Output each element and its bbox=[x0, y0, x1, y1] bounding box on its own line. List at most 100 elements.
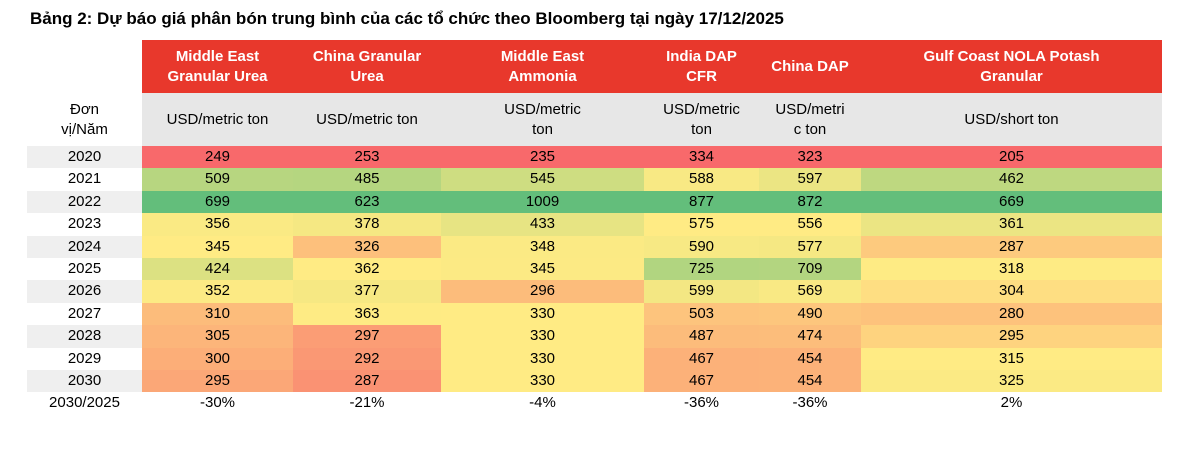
value-cell: 454 bbox=[759, 370, 861, 393]
row-year-label: 2024 bbox=[27, 235, 142, 259]
value-cell: 330 bbox=[441, 347, 644, 371]
value-cell: 569 bbox=[759, 280, 861, 303]
row-year-label: 2022 bbox=[27, 190, 142, 214]
table-row: 2023 356 378 433 575 556 361 bbox=[27, 213, 1162, 236]
value-cell: 599 bbox=[644, 280, 759, 303]
fertilizer-price-table: Middle East Granular Urea China Granular… bbox=[27, 40, 1162, 415]
row-year-label: 2025 bbox=[27, 258, 142, 281]
row-year-label: 2023 bbox=[27, 213, 142, 236]
value-cell: 330 bbox=[441, 302, 644, 326]
value-cell: 474 bbox=[759, 325, 861, 348]
value-cell: 699 bbox=[142, 190, 293, 214]
value-cell: 877 bbox=[644, 190, 759, 214]
row-year-label: 2021 bbox=[27, 168, 142, 191]
value-cell: -21% bbox=[349, 394, 385, 412]
value-cell: 287 bbox=[293, 370, 441, 393]
value-cell: 323 bbox=[759, 146, 861, 169]
value-cell: 297 bbox=[293, 325, 441, 348]
value-cell: 487 bbox=[644, 325, 759, 348]
value-cell: 330 bbox=[441, 325, 644, 348]
value-cell: -30% bbox=[199, 394, 236, 412]
value-cell: 725 bbox=[644, 258, 759, 281]
value-cell: 352 bbox=[142, 280, 293, 303]
value-cell: 424 bbox=[142, 258, 293, 281]
unit-cell: USD/short ton bbox=[861, 93, 1162, 146]
table-row: 2029 300 292 330 467 454 315 bbox=[27, 347, 1162, 371]
value-cell: 304 bbox=[861, 280, 1162, 303]
value-cell: 709 bbox=[759, 258, 861, 281]
row-year-label: 2030/2025 bbox=[27, 392, 142, 415]
column-header-gulf-coast-nola-potash: Gulf Coast NOLA Potash Granular bbox=[861, 40, 1162, 93]
value-cell: 235 bbox=[441, 146, 644, 169]
table-body: 2020 249 253 235 334 323 205 2021 509 485 545 58… bbox=[27, 146, 1162, 415]
value-cell: 467 bbox=[644, 370, 759, 393]
value-cell: 2% bbox=[1000, 394, 1023, 412]
row-year-label: 2029 bbox=[27, 347, 142, 371]
units-row: Đơn vị/Năm USD/metric ton USD/metric ton… bbox=[27, 93, 1162, 146]
value-cell: 556 bbox=[759, 213, 861, 236]
value-cell: 295 bbox=[861, 325, 1162, 348]
value-cell: 545 bbox=[441, 168, 644, 191]
value-cell: 590 bbox=[644, 235, 759, 259]
value-cell: 334 bbox=[644, 146, 759, 169]
value-cell: 509 bbox=[142, 168, 293, 191]
value-cell: 433 bbox=[441, 213, 644, 236]
value-cell: 345 bbox=[142, 235, 293, 259]
value-cell: 454 bbox=[759, 347, 861, 371]
value-cell: 872 bbox=[759, 190, 861, 214]
value-cell: 588 bbox=[644, 168, 759, 191]
value-cell: 377 bbox=[293, 280, 441, 303]
value-cell: 325 bbox=[861, 370, 1162, 393]
value-cell: 490 bbox=[759, 302, 861, 326]
corner-header-cell bbox=[27, 40, 142, 93]
corner-unit-label: Đơn vị/Năm bbox=[27, 93, 142, 146]
value-cell: 318 bbox=[861, 258, 1162, 281]
value-cell: 295 bbox=[142, 370, 293, 393]
table-row: 2020 249 253 235 334 323 205 bbox=[27, 146, 1162, 169]
unit-cell: USD/metric ton bbox=[441, 93, 644, 146]
value-cell: 348 bbox=[441, 235, 644, 259]
column-header-middle-east-granular-urea: Middle East Granular Urea bbox=[142, 40, 293, 93]
row-year-label: 2020 bbox=[27, 146, 142, 169]
value-cell: 467 bbox=[644, 347, 759, 371]
row-year-label: 2027 bbox=[27, 302, 142, 326]
column-header-india-dap-cfr: India DAP CFR bbox=[644, 40, 759, 93]
value-cell: 287 bbox=[861, 235, 1162, 259]
row-year-label: 2026 bbox=[27, 280, 142, 303]
value-cell: 1009 bbox=[441, 190, 644, 214]
value-cell: 361 bbox=[861, 213, 1162, 236]
value-cell: 249 bbox=[142, 146, 293, 169]
table-row: 2026 352 377 296 599 569 304 bbox=[27, 280, 1162, 303]
value-cell: 669 bbox=[861, 190, 1162, 214]
value-cell: 330 bbox=[441, 370, 644, 393]
column-header-china-granular-urea: China Granular Urea bbox=[293, 40, 441, 93]
value-cell: -4% bbox=[529, 394, 556, 412]
table-row: 2025 424 362 345 725 709 318 bbox=[27, 258, 1162, 281]
table-row: 2024 345 326 348 590 577 287 bbox=[27, 235, 1162, 259]
value-cell: 378 bbox=[293, 213, 441, 236]
value-cell: 363 bbox=[293, 302, 441, 326]
unit-cell: USD/metric ton bbox=[293, 93, 441, 146]
value-cell: 280 bbox=[861, 302, 1162, 326]
value-cell: 462 bbox=[861, 168, 1162, 191]
value-cell: 326 bbox=[293, 235, 441, 259]
table-row: 2027 310 363 330 503 490 280 bbox=[27, 302, 1162, 326]
value-cell: 310 bbox=[142, 302, 293, 326]
header-row: Middle East Granular Urea China Granular… bbox=[27, 40, 1162, 93]
column-header-middle-east-ammonia: Middle East Ammonia bbox=[441, 40, 644, 93]
table-row: 2030 295 287 330 467 454 325 bbox=[27, 370, 1162, 393]
value-cell: 575 bbox=[644, 213, 759, 236]
column-header-china-dap: China DAP bbox=[759, 40, 861, 93]
unit-cell: USD/metric ton bbox=[142, 93, 293, 146]
value-cell: 345 bbox=[441, 258, 644, 281]
value-cell: 205 bbox=[861, 146, 1162, 169]
table-row: 2022 699 623 1009 877 872 669 bbox=[27, 190, 1162, 214]
value-cell: 305 bbox=[142, 325, 293, 348]
table-row: 2021 509 485 545 588 597 462 bbox=[27, 168, 1162, 191]
unit-cell: USD/metric ton bbox=[644, 93, 759, 146]
value-cell: 577 bbox=[759, 235, 861, 259]
row-year-label: 2030 bbox=[27, 370, 142, 393]
unit-cell: USD/metri c ton bbox=[759, 93, 861, 146]
value-cell: 296 bbox=[441, 280, 644, 303]
value-cell: 356 bbox=[142, 213, 293, 236]
